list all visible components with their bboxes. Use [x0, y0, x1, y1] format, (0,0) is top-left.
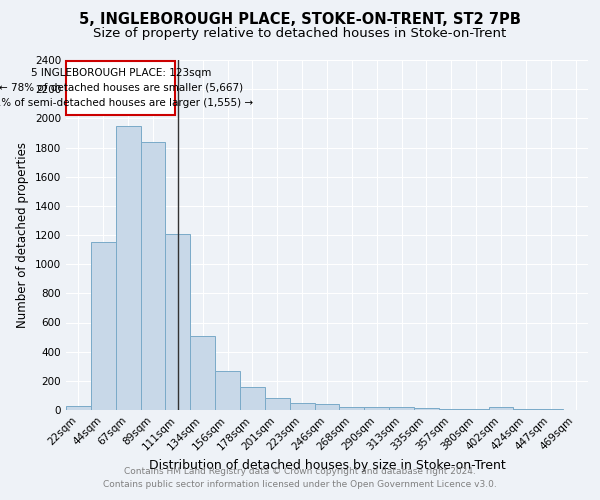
- Bar: [190, 336, 215, 410]
- Bar: [67, 60, 175, 114]
- Bar: [488, 407, 514, 410]
- Y-axis label: Number of detached properties: Number of detached properties: [16, 142, 29, 328]
- Bar: [290, 404, 314, 410]
- Bar: [66, 406, 91, 410]
- Bar: [166, 234, 190, 410]
- Bar: [91, 242, 116, 410]
- Text: Contains HM Land Registry data © Crown copyright and database right 2024.
Contai: Contains HM Land Registry data © Crown c…: [103, 468, 497, 489]
- Bar: [116, 126, 140, 410]
- Text: 5, INGLEBOROUGH PLACE, STOKE-ON-TRENT, ST2 7PB: 5, INGLEBOROUGH PLACE, STOKE-ON-TRENT, S…: [79, 12, 521, 28]
- Bar: [240, 388, 265, 410]
- Bar: [340, 407, 364, 410]
- X-axis label: Distribution of detached houses by size in Stoke-on-Trent: Distribution of detached houses by size …: [149, 458, 505, 471]
- Bar: [389, 407, 414, 410]
- Bar: [140, 142, 166, 410]
- Bar: [439, 408, 464, 410]
- Bar: [314, 404, 340, 410]
- Bar: [215, 372, 240, 410]
- Text: 5 INGLEBOROUGH PLACE: 123sqm
← 78% of detached houses are smaller (5,667)
21% of: 5 INGLEBOROUGH PLACE: 123sqm ← 78% of de…: [0, 68, 253, 108]
- Text: Size of property relative to detached houses in Stoke-on-Trent: Size of property relative to detached ho…: [94, 28, 506, 40]
- Bar: [364, 407, 389, 410]
- Bar: [414, 408, 439, 410]
- Bar: [265, 398, 290, 410]
- Bar: [464, 408, 488, 410]
